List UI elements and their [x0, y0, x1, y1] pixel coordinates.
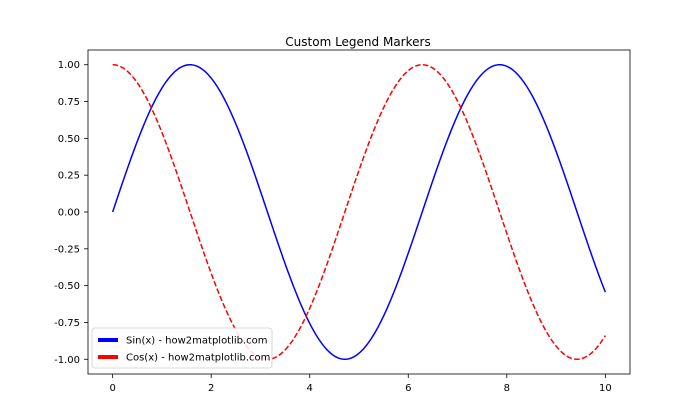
plot-area: [111, 63, 607, 361]
chart-title: Custom Legend Markers: [285, 35, 430, 49]
series-line-cos: [112, 63, 606, 361]
axes: 0 2 4 6 8 10 1.00 0.75 0.50 0.25 0.00 -0.25 -0.50 -0.…: [54, 49, 631, 394]
x-tick-label: 8: [504, 383, 510, 394]
y-tick-label: 0.00: [58, 208, 80, 219]
y-tick-label: -0.75: [54, 318, 80, 329]
y-tick-label: -0.25: [54, 244, 80, 255]
x-tick-label: 4: [307, 383, 313, 394]
y-tick-label: 0.75: [58, 97, 80, 108]
x-tick-label: 2: [208, 383, 214, 394]
y-tick-label: 1.00: [58, 60, 80, 71]
legend-label-sin: Sin(x) - how2matplotlib.com: [126, 336, 268, 347]
y-tick-label: -1.00: [54, 355, 80, 366]
x-tick-label: 10: [599, 383, 612, 394]
legend-label-cos: Cos(x) - how2matplotlib.com: [126, 353, 270, 364]
y-tick-label: -0.50: [54, 281, 80, 292]
legend: Sin(x) - how2matplotlib.com Cos(x) - how2…: [91, 327, 273, 369]
legend-box: [91, 327, 273, 369]
y-tick-label: 0.50: [58, 134, 80, 145]
series-line-sin: [111, 63, 607, 361]
x-tick-label: 6: [405, 383, 411, 394]
y-tick-label: 0.25: [58, 171, 80, 182]
x-tick-label: 0: [109, 383, 115, 394]
